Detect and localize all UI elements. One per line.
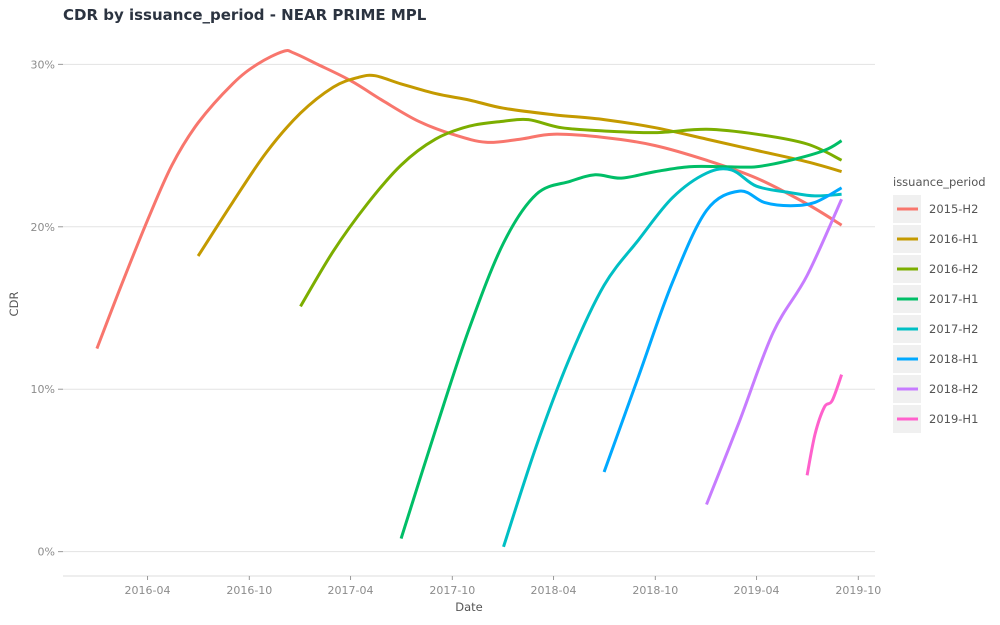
y-axis-title: CDR <box>7 292 21 317</box>
x-tick-label: 2016-04 <box>125 584 171 597</box>
legend-item-2016-H1: 2016-H1 <box>893 225 978 253</box>
y-tick-label: 20% <box>31 221 55 234</box>
legend-item-2017-H1: 2017-H1 <box>893 285 978 313</box>
series-line-2018-H1 <box>602 186 843 473</box>
series-line-2017-H2 <box>502 167 842 548</box>
y-axis-ticks: 0% 10% 20% 30% <box>31 58 63 559</box>
x-axis-ticks: 2016-04 2016-10 2017-04 2017-10 2018-04 2018-… <box>125 576 881 597</box>
series-line-2016-H2 <box>299 117 843 308</box>
x-tick-label: 2018-10 <box>632 584 678 597</box>
grid-layer <box>63 63 875 553</box>
legend-label: 2019-H1 <box>929 412 978 426</box>
x-tick-label: 2019-10 <box>835 584 881 597</box>
legend: issuance_period 2015-H2 2016-H1 2016-H2 201… <box>893 175 986 433</box>
legend-label: 2018-H2 <box>929 382 978 396</box>
y-tick-label: 0% <box>38 546 55 559</box>
x-tick-label: 2017-04 <box>328 584 374 597</box>
x-tick-label: 2019-04 <box>734 584 780 597</box>
series-line-2019-H1 <box>805 374 844 476</box>
x-tick-label: 2016-10 <box>226 584 272 597</box>
series-line-2015-H2 <box>95 48 843 350</box>
series-line-2016-H1 <box>196 73 843 257</box>
legend-label: 2017-H2 <box>929 322 978 336</box>
legend-label: 2015-H2 <box>929 202 978 216</box>
legend-label: 2016-H2 <box>929 262 978 276</box>
chart-title: CDR by issuance_period - NEAR PRIME MPL <box>63 6 427 24</box>
x-tick-label: 2018-04 <box>531 584 577 597</box>
y-tick-label: 10% <box>31 383 55 396</box>
legend-label: 2018-H1 <box>929 352 978 366</box>
legend-item-2016-H2: 2016-H2 <box>893 255 978 283</box>
series-layer <box>95 48 844 548</box>
legend-item-2015-H2: 2015-H2 <box>893 195 978 223</box>
series-line-2018-H2 <box>705 198 843 506</box>
y-tick-label: 30% <box>31 58 55 71</box>
series-line-2017-H1 <box>399 139 843 540</box>
legend-title: issuance_period <box>893 175 986 189</box>
legend-label: 2017-H1 <box>929 292 978 306</box>
legend-item-2018-H2: 2018-H2 <box>893 375 978 403</box>
legend-label: 2016-H1 <box>929 232 978 246</box>
legend-item-2018-H1: 2018-H1 <box>893 345 978 373</box>
x-tick-label: 2017-10 <box>429 584 475 597</box>
legend-item-2019-H1: 2019-H1 <box>893 405 978 433</box>
x-axis-title: Date <box>455 600 483 614</box>
legend-item-2017-H2: 2017-H2 <box>893 315 978 343</box>
